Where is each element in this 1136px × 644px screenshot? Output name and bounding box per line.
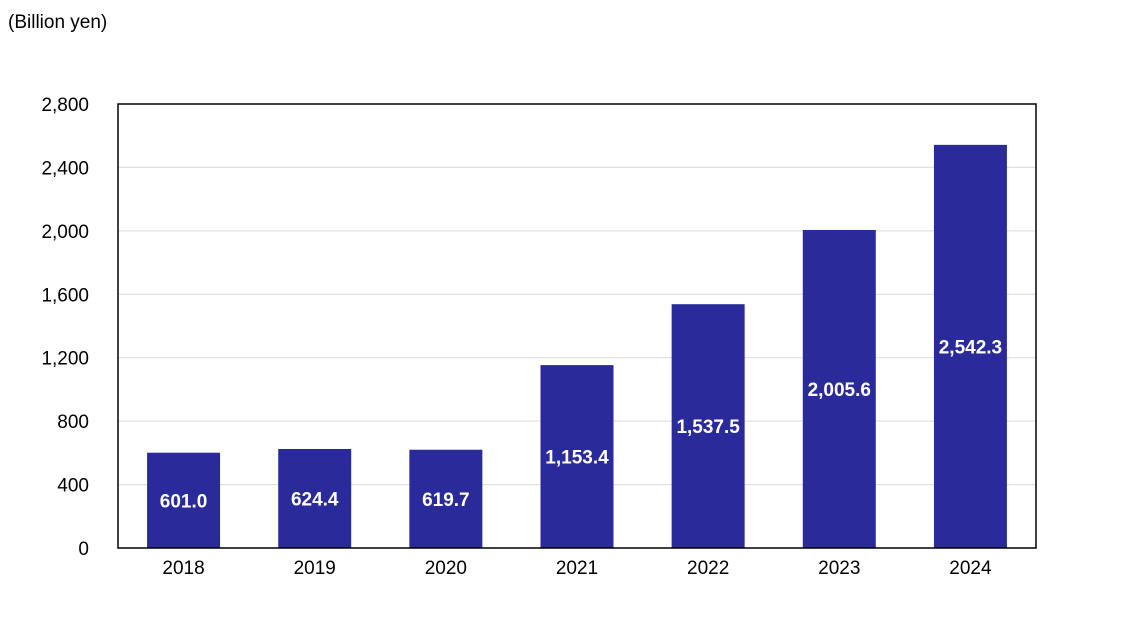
y-axis-ticks: 0 400 800 1,200 1,600 2,000 2,400 2,800 bbox=[41, 95, 89, 560]
bar-value-label: 601.0 bbox=[160, 491, 208, 512]
bar-value-labels: 601.0 624.4 619.7 1,153.4 1,537.5 2,005.6 2,54… bbox=[160, 337, 1002, 512]
bar-value-label: 624.4 bbox=[291, 489, 339, 510]
bar-2018 bbox=[147, 452, 221, 548]
bar-2020 bbox=[409, 449, 483, 548]
bar-value-label: 1,537.5 bbox=[676, 417, 740, 438]
y-axis-unit-label: (Billion yen) bbox=[8, 12, 108, 33]
x-tick-label: 2020 bbox=[425, 558, 467, 579]
bar-2023 bbox=[802, 229, 876, 548]
bar-value-label: 2,005.6 bbox=[808, 380, 871, 401]
plot-area-frame bbox=[117, 103, 1037, 549]
x-tick-label: 2021 bbox=[556, 558, 598, 579]
bar-value-label: 619.7 bbox=[422, 490, 470, 511]
x-tick-label: 2018 bbox=[162, 558, 204, 579]
bar-2022 bbox=[671, 304, 745, 548]
x-tick-label: 2022 bbox=[687, 558, 729, 579]
bars bbox=[147, 144, 1007, 548]
x-axis-ticks: 2018 2019 2020 2021 2022 2023 2024 bbox=[162, 558, 992, 579]
y-tick-label: 2,400 bbox=[41, 158, 89, 179]
x-tick-label: 2024 bbox=[949, 558, 992, 579]
y-tick-label: 0 bbox=[78, 539, 89, 560]
x-tick-label: 2023 bbox=[818, 558, 860, 579]
y-tick-label: 800 bbox=[57, 412, 89, 433]
bar-2024 bbox=[933, 144, 1007, 548]
y-tick-label: 1,600 bbox=[41, 285, 89, 306]
y-tick-label: 1,200 bbox=[41, 349, 89, 370]
x-tick-label: 2019 bbox=[294, 558, 336, 579]
bar-value-label: 2,542.3 bbox=[939, 337, 1002, 358]
bar-value-label: 1,153.4 bbox=[545, 448, 609, 469]
y-tick-label: 2,000 bbox=[41, 222, 89, 243]
y-tick-label: 400 bbox=[57, 476, 89, 497]
y-tick-label: 2,800 bbox=[41, 95, 89, 116]
bar-2021 bbox=[540, 365, 614, 548]
bar-2019 bbox=[278, 448, 352, 548]
